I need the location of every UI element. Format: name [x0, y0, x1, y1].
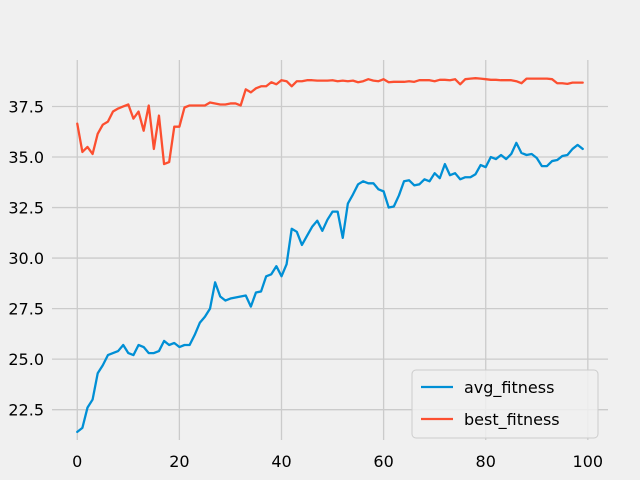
legend-box — [411, 369, 599, 439]
y-tick-label: 27.5 — [8, 300, 44, 319]
legend-label: avg_fitness — [464, 378, 554, 398]
y-tick-label: 35.0 — [8, 148, 44, 167]
x-tick-label: 0 — [72, 452, 82, 471]
axis-tick-labels: 0 20 40 60 80 100 22.5 25.0 27.5 30.0 32.5 35.0 37.5 — [8, 97, 603, 471]
x-tick-label: 60 — [373, 452, 393, 471]
x-tick-label: 20 — [169, 452, 189, 471]
x-tick-label: 100 — [573, 452, 604, 471]
y-tick-label: 32.5 — [8, 199, 44, 218]
series-layer — [76, 77, 584, 434]
x-tick-label: 40 — [271, 452, 291, 471]
legend: avg_fitness best_fitness — [411, 369, 599, 439]
grid — [52, 60, 608, 440]
y-tick-label: 37.5 — [8, 97, 44, 116]
series-line-best-fitness — [76, 77, 584, 166]
x-tick-label: 80 — [476, 452, 496, 471]
y-tick-label: 30.0 — [8, 249, 44, 268]
legend-label: best_fitness — [464, 410, 560, 430]
y-tick-label: 25.0 — [8, 350, 44, 369]
series-line-avg-fitness — [76, 141, 584, 434]
y-tick-label: 22.5 — [8, 401, 44, 420]
